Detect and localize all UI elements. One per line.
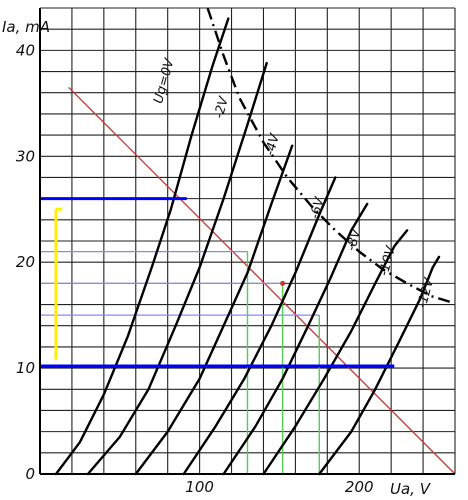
curve-label: -2V bbox=[212, 94, 232, 120]
curves bbox=[54, 17, 441, 476]
y-tick-label: 30 bbox=[16, 147, 35, 165]
curve-label: -10V bbox=[377, 244, 400, 278]
curve-label: -6V bbox=[307, 195, 327, 221]
overlay-lines-top bbox=[40, 7, 453, 368]
tick-labels: 100 200 0 10 20 30 40 bbox=[16, 41, 374, 496]
operating-point bbox=[280, 280, 286, 286]
curve-line bbox=[86, 61, 268, 476]
y-tick-label: 40 bbox=[16, 41, 35, 59]
x-tick-label: 100 bbox=[185, 478, 214, 496]
y-tick-label: 20 bbox=[16, 253, 35, 271]
curve-line bbox=[318, 255, 441, 476]
overlay-lines bbox=[40, 86, 456, 475]
curve-line bbox=[54, 17, 230, 476]
curve-label: Ug=0V bbox=[151, 56, 178, 105]
curve-line bbox=[262, 229, 409, 476]
y-tick-label: 10 bbox=[16, 359, 35, 377]
curve-line bbox=[182, 176, 337, 476]
curve-label: -4V bbox=[263, 131, 283, 157]
curve-label: -8V bbox=[344, 226, 364, 252]
x-axis-label: Ua, V bbox=[390, 480, 432, 498]
load-line bbox=[68, 86, 456, 475]
y-tick-label: 0 bbox=[25, 465, 35, 483]
y-axis-label: Ia, mA bbox=[2, 18, 50, 36]
curve-line bbox=[222, 202, 369, 476]
curve-labels: Ug=0V-2V-4V-6V-8V-10V-12V bbox=[151, 56, 437, 310]
max-dissipation-curve bbox=[206, 7, 453, 304]
curve-line bbox=[134, 144, 294, 476]
x-tick-label: 200 bbox=[345, 478, 374, 496]
axes bbox=[39, 8, 455, 475]
